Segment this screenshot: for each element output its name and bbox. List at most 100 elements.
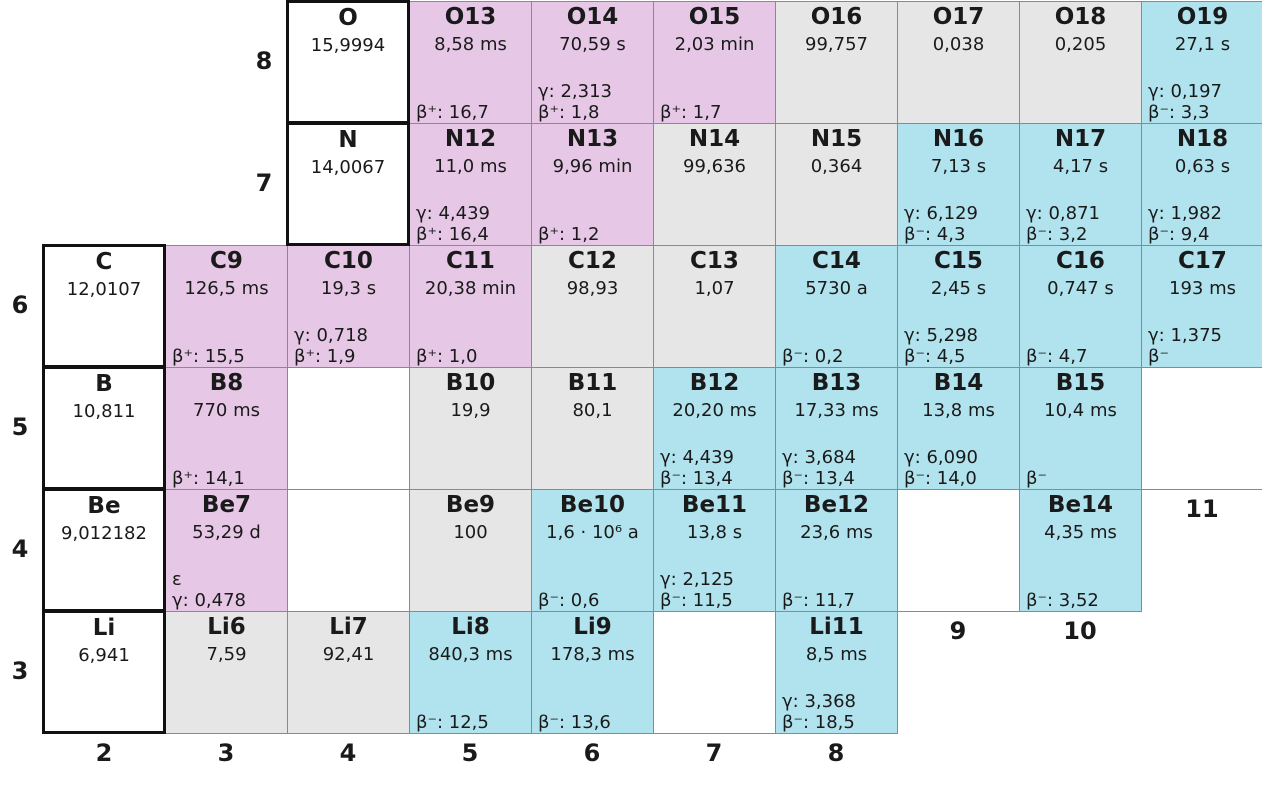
atomic-mass: 14,0067 (310, 157, 386, 178)
nuclide-property: 9,96 min (552, 156, 633, 177)
nuclide-property: 19,9 (450, 400, 491, 421)
nuclide-name: N14 (688, 126, 741, 152)
nuclide-cell: C9 126,5 ms β⁺: 15,5 (165, 245, 288, 368)
decay-info: ε γ: 0,478 (172, 569, 285, 611)
nuclide-name: O13 (444, 4, 497, 30)
element-symbol: Be (87, 493, 121, 519)
nuclide-name: B14 (933, 370, 984, 396)
nuclide-cell: B12 20,20 ms γ: 4,439 β⁻: 13,4 (653, 367, 776, 490)
decay-info: γ: 1,982 β⁻: 9,4 (1148, 203, 1261, 245)
decay-line: γ: 0,478 (172, 590, 246, 611)
decay-line: β⁻: 0,6 (538, 590, 600, 611)
nuclide-property: 4,35 ms (1044, 522, 1117, 543)
proton-number-label: 5 (11, 413, 29, 441)
nuclide-property: 10,4 ms (1044, 400, 1117, 421)
decay-info: β⁻: 3,52 (1026, 590, 1139, 611)
decay-info: γ: 0,718 β⁺: 1,9 (294, 325, 407, 367)
nuclide-name: N15 (810, 126, 863, 152)
nuclide-cell: N17 4,17 s γ: 0,871 β⁻: 3,2 (1019, 123, 1142, 246)
decay-info: β⁺: 15,5 (172, 346, 285, 367)
decay-info: γ: 2,313 β⁺: 1,8 (538, 81, 651, 123)
nuclide-property: 2,03 min (674, 34, 755, 55)
nuclide-cell: O15 2,03 min β⁺: 1,7 (653, 1, 776, 124)
nuclide-property: 1,07 (694, 278, 735, 299)
decay-info: γ: 0,871 β⁻: 3,2 (1026, 203, 1139, 245)
nuclide-cell: C11 20,38 min β⁺: 1,0 (409, 245, 532, 368)
decay-info: γ: 0,197 β⁻: 3,3 (1148, 81, 1261, 123)
nuclide-cell: Li11 8,5 ms γ: 3,368 β⁻: 18,5 (775, 611, 898, 734)
element-cell: N 14,0067 (286, 122, 410, 246)
decay-info: β⁺: 1,7 (660, 102, 773, 123)
nuclide-name: N17 (1054, 126, 1107, 152)
nuclide-cell: O19 27,1 s γ: 0,197 β⁻: 3,3 (1141, 1, 1262, 124)
atomic-mass: 6,941 (78, 645, 130, 666)
nuclide-cell: C15 2,45 s γ: 5,298 β⁻: 4,5 (897, 245, 1020, 368)
decay-line: β⁻: 13,4 (660, 468, 733, 489)
nuclide-cell: C10 19,3 s γ: 0,718 β⁺: 1,9 (287, 245, 410, 368)
nuclide-property: 178,3 ms (550, 644, 635, 665)
element-symbol: O (338, 5, 358, 31)
decay-line: β⁻: 13,4 (782, 468, 855, 489)
nuclide-name: B10 (445, 370, 496, 396)
nuclide-cell: N18 0,63 s γ: 1,982 β⁻: 9,4 (1141, 123, 1262, 246)
nuclide-cell: Be10 1,6 · 10⁶ a β⁻: 0,6 (531, 489, 654, 612)
nuclide-cell: Be7 53,29 d ε γ: 0,478 (165, 489, 288, 612)
nuclide-property: 13,8 ms (922, 400, 995, 421)
decay-line: β⁺: 1,0 (416, 346, 478, 367)
nuclide-cell: C14 5730 a β⁻: 0,2 (775, 245, 898, 368)
decay-info: γ: 4,439 β⁻: 13,4 (660, 447, 773, 489)
nuclide-cell: Be11 13,8 s γ: 2,125 β⁻: 11,5 (653, 489, 776, 612)
nuclide-name: Li11 (809, 614, 864, 640)
nuclide-cell: B13 17,33 ms γ: 3,684 β⁻: 13,4 (775, 367, 898, 490)
proton-number-label: 3 (11, 657, 29, 685)
element-symbol: N (338, 127, 358, 153)
decay-line: β⁺: 1,9 (294, 346, 356, 367)
decay-line: β⁻: 12,5 (416, 712, 489, 733)
neutron-number-label: 3 (217, 739, 235, 767)
neutron-number-label: 5 (461, 739, 479, 767)
nuclide-property: 27,1 s (1174, 34, 1231, 55)
nuclide-cell: N13 9,96 min β⁺: 1,2 (531, 123, 654, 246)
decay-info: γ: 6,129 β⁻: 4,3 (904, 203, 1017, 245)
decay-line: β⁻: 3,52 (1026, 590, 1099, 611)
nuclide-property: 0,364 (810, 156, 863, 177)
neutron-number-label: 7 (705, 739, 723, 767)
element-cell: Be 9,012182 (42, 488, 166, 612)
nuclide-name: C10 (324, 248, 373, 274)
nuclide-property: 2,45 s (930, 278, 987, 299)
nuclide-cell: B10 19,9 (409, 367, 532, 490)
decay-info: β⁻: 0,2 (782, 346, 895, 367)
decay-info: γ: 1,375 β⁻ (1148, 325, 1261, 367)
element-cell: B 10,811 (42, 366, 166, 490)
neutron-number-label: 8 (827, 739, 845, 767)
element-symbol: B (95, 371, 113, 397)
nuclide-property: 0,747 s (1047, 278, 1114, 299)
decay-info: β⁺: 1,0 (416, 346, 529, 367)
nuclide-property: 13,8 s (686, 522, 743, 543)
decay-info: γ: 5,298 β⁻: 4,5 (904, 325, 1017, 367)
nuclide-property: 1,6 · 10⁶ a (546, 522, 639, 543)
decay-line: β⁻: 11,5 (660, 590, 733, 611)
nuclide-name: B15 (1055, 370, 1106, 396)
element-cell: C 12,0107 (42, 244, 166, 368)
decay-line: β⁺: 16,7 (416, 102, 489, 123)
atomic-mass: 10,811 (72, 401, 136, 422)
nuclide-property: 80,1 (572, 400, 613, 421)
decay-line: β⁻: 9,4 (1148, 224, 1210, 245)
nuclide-property: 7,13 s (930, 156, 987, 177)
element-symbol: C (95, 249, 113, 275)
empty-cell (287, 367, 410, 490)
nuclide-name: Li8 (451, 614, 490, 640)
atomic-mass: 12,0107 (66, 279, 142, 300)
decay-line: γ: 1,375 (1148, 325, 1222, 346)
nuclide-cell: O14 70,59 s γ: 2,313 β⁺: 1,8 (531, 1, 654, 124)
nuclide-name: Li7 (329, 614, 368, 640)
atomic-mass: 15,9994 (310, 35, 386, 56)
nuclide-name: C17 (1178, 248, 1227, 274)
nuclide-cell: Be9 100 (409, 489, 532, 612)
decay-line: β⁻: 4,3 (904, 224, 966, 245)
nuclide-cell: N15 0,364 (775, 123, 898, 246)
nuclide-cell: Li8 840,3 ms β⁻: 12,5 (409, 611, 532, 734)
nuclide-cell: B11 80,1 (531, 367, 654, 490)
nuclide-cell: N14 99,636 (653, 123, 776, 246)
